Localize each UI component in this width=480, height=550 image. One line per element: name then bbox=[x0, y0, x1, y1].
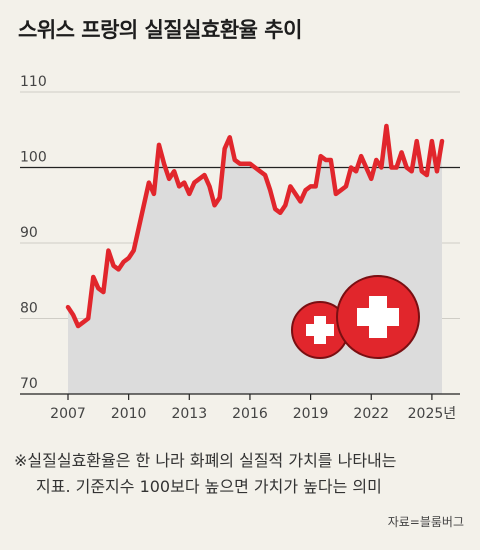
chart-title: 스위스 프랑의 실질실효환율 추이 bbox=[18, 18, 302, 42]
footnote-line-2: 지표. 기준지수 100보다 높으면 가치가 높다는 의미 bbox=[36, 477, 382, 496]
y-axis-ticks: 110 100 90 80 70 bbox=[20, 74, 47, 392]
swiss-flag-icon bbox=[291, 301, 349, 359]
x-axis-ticks: 2007 2010 2013 2016 2019 2022 2025년 bbox=[50, 394, 456, 422]
x-tick-label: 2016 bbox=[232, 406, 268, 422]
y-tick-label: 70 bbox=[20, 376, 38, 392]
y-tick-label: 80 bbox=[20, 301, 38, 317]
footnote: ※실질실효환율은 한 나라 화폐의 실질적 가치를 나타내는 지표. 기준지수 … bbox=[14, 448, 464, 500]
line-chart: 110 100 90 80 70 2007 2010 2013 2016 2019 2022 202… bbox=[20, 74, 460, 422]
series-line bbox=[65, 123, 445, 329]
x-tick-label: 2010 bbox=[111, 406, 147, 422]
x-tick-label: 2025년 bbox=[408, 406, 457, 422]
source-label: 자료=블룸버그 bbox=[387, 515, 464, 529]
x-tick-label: 2013 bbox=[171, 406, 207, 422]
x-tick-label: 2022 bbox=[353, 406, 389, 422]
x-tick-label: 2007 bbox=[50, 406, 86, 422]
y-tick-label: 100 bbox=[20, 150, 47, 166]
footnote-line-1: ※실질실효환율은 한 나라 화폐의 실질적 가치를 나타내는 bbox=[14, 451, 397, 470]
x-tick-label: 2019 bbox=[293, 406, 329, 422]
swiss-flag-icon bbox=[336, 275, 420, 359]
y-tick-label: 110 bbox=[20, 74, 47, 90]
y-tick-label: 90 bbox=[20, 225, 38, 241]
